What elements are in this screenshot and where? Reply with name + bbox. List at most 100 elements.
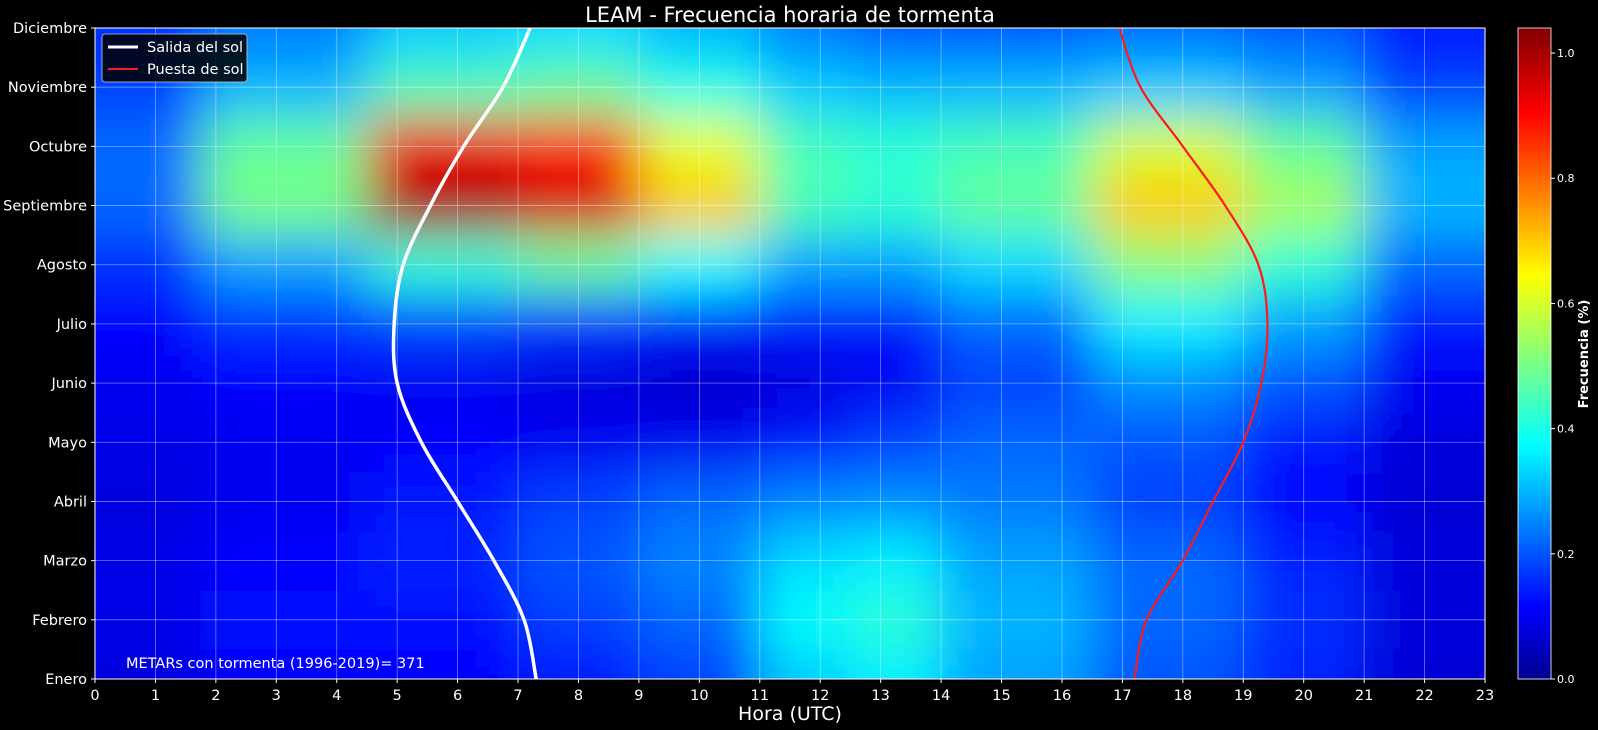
heatmap-cell — [1092, 28, 1244, 58]
heatmap-cell — [759, 531, 851, 591]
heatmap-cell — [518, 649, 639, 679]
heatmap-cell — [850, 471, 942, 532]
heatmap-cell — [1092, 175, 1244, 236]
y-tick-label: Septiembre — [3, 199, 87, 215]
heatmap-cell — [850, 649, 942, 679]
heatmap-cell — [1364, 649, 1485, 679]
heatmap-cell — [1243, 649, 1365, 679]
colorbar-label: Frecuencia (%) — [1577, 300, 1592, 409]
heatmap-cell — [759, 116, 851, 176]
sun-lines — [391, 28, 1269, 679]
heatmap-cell — [366, 353, 519, 413]
y-tick-label: Diciembre — [13, 21, 87, 37]
x-tick-label: 0 — [90, 688, 99, 704]
metar-count-annotation: METARs con tormenta (1996-2019)= 371 — [126, 656, 425, 672]
heatmap-cell — [95, 294, 201, 354]
heatmap-cell — [638, 531, 760, 591]
heatmap-cell — [1243, 57, 1365, 117]
heatmap-cell — [1092, 412, 1244, 472]
heatmap-cell — [1364, 590, 1485, 650]
heatmap-cell — [1364, 531, 1485, 591]
legend-box — [101, 33, 248, 83]
heatmap-cell — [941, 57, 1093, 117]
heatmap-cell — [638, 649, 760, 679]
x-tick-label: 5 — [393, 688, 402, 704]
heatmap-cell — [518, 353, 639, 413]
chart-title: LEAM - Frecuencia horaria de tormenta — [585, 3, 995, 27]
heatmap-cell — [941, 531, 1093, 591]
heatmap-cell — [95, 175, 201, 236]
y-tick-label: Enero — [45, 672, 87, 688]
legend-label-sunset: Puesta de sol — [147, 62, 244, 78]
x-tick-label: 3 — [272, 688, 281, 704]
x-tick-label: 14 — [932, 688, 950, 704]
heatmap-cell — [1092, 531, 1244, 591]
heatmap-cell — [759, 28, 851, 58]
y-tick-label: Noviembre — [8, 80, 87, 96]
y-tick-label: Mayo — [48, 435, 87, 451]
heatmap-cell — [1092, 649, 1244, 679]
heatmap-cell — [850, 353, 942, 413]
heatmap-cell — [95, 116, 201, 176]
heatmap-cell — [366, 235, 519, 295]
heatmap-cell — [850, 235, 942, 295]
colorbar-tick-label: 1.0 — [1557, 47, 1575, 60]
heatmap-cell — [200, 353, 367, 413]
heatmap-cell — [1243, 412, 1365, 472]
heatmap-cell — [1092, 235, 1244, 295]
heatmap-cell — [1243, 590, 1365, 650]
heatmap-cell — [638, 294, 760, 354]
heatmap-cell — [366, 28, 519, 58]
heatmap-cell — [366, 412, 519, 472]
heatmap-cell — [95, 353, 201, 413]
legend-label-sunrise: Salida del sol — [147, 40, 243, 56]
x-tick-label: 19 — [1234, 688, 1252, 704]
heatmap-cell — [759, 412, 851, 472]
heatmap-cell — [200, 531, 367, 591]
heatmap-cell — [1243, 353, 1365, 413]
heatmap-cell — [518, 116, 639, 176]
heatmap-cell — [1364, 471, 1485, 532]
colorbar-gradient — [1517, 27, 1552, 680]
heatmap-cell — [638, 28, 760, 58]
x-tick-label: 23 — [1476, 688, 1494, 704]
heatmap-cell — [759, 590, 851, 650]
heatmap-cell — [759, 235, 851, 295]
legend: Salida del sol Puesta de sol — [101, 33, 248, 83]
heatmap-cell — [850, 28, 942, 58]
y-axis-ticks: Enero Febrero Marzo Abril Mayo Junio Julio Agos… — [3, 21, 95, 688]
heatmap-cell — [850, 116, 942, 176]
heatmap-cell — [638, 412, 760, 472]
heatmap-cell — [95, 412, 201, 472]
colorbar-tick-label: 0.2 — [1557, 548, 1575, 561]
heatmap-cell — [200, 235, 367, 295]
heatmap-cell — [1092, 294, 1244, 354]
heatmap-cell — [95, 590, 201, 650]
heatmap-cell — [850, 294, 942, 354]
heatmap-cell — [95, 235, 201, 295]
x-tick-label: 9 — [634, 688, 643, 704]
heatmap-cell — [518, 471, 639, 532]
x-tick-label: 6 — [453, 688, 462, 704]
heatmap-cell — [1364, 353, 1485, 413]
x-tick-label: 10 — [690, 688, 708, 704]
heatmap-cell — [759, 471, 851, 532]
heatmap-cell — [200, 175, 367, 236]
colorbar: 0.0 0.2 0.4 0.6 0.8 1.0 Frecuencia (%) — [1517, 27, 1592, 686]
heatmap-cell — [638, 57, 760, 117]
y-tick-label: Junio — [50, 376, 87, 392]
heatmap-cell — [1243, 294, 1365, 354]
heatmap-cell — [366, 116, 519, 176]
heatmap-cell — [941, 28, 1093, 58]
heatmap-cell — [1243, 116, 1365, 176]
heatmap-cell — [1364, 294, 1485, 354]
y-tick-label: Abril — [54, 494, 87, 510]
heatmap-cell — [941, 353, 1093, 413]
heatmap-cell — [1364, 412, 1485, 472]
colorbar-tick-label: 0.6 — [1557, 297, 1575, 310]
heatmap-cell — [366, 471, 519, 532]
heatmap-cell — [1364, 116, 1485, 176]
heatmap-cell — [1243, 471, 1365, 532]
